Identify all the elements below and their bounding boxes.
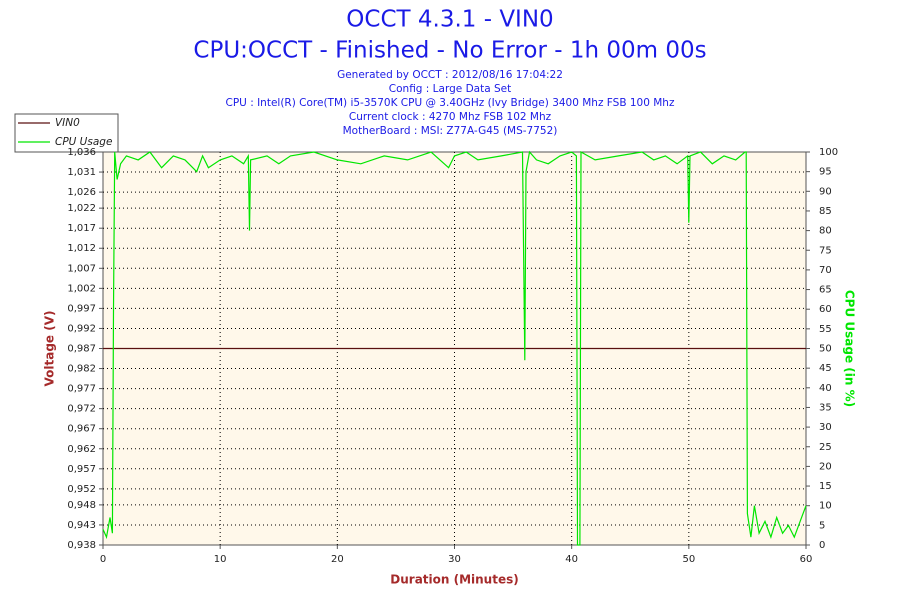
y2-tick-label: 0 [819,540,825,551]
y-tick-label: 0,992 [67,323,96,334]
x-tick-label: 20 [331,554,344,565]
y2-tick-label: 35 [819,402,832,413]
y2-tick-label: 75 [819,245,832,256]
y-tick-label: 0,943 [67,520,96,531]
y2-tick-label: 20 [819,461,832,472]
y-tick-label: 1,012 [67,243,96,254]
y-tick-label: 0,977 [67,384,96,395]
y2-tick-label: 60 [819,304,832,315]
x-tick-label: 40 [565,554,578,565]
legend-box [14,113,119,153]
y2-tick-label: 5 [819,520,825,531]
info-line: CPU : Intel(R) Core(TM) i5-3570K CPU @ 3… [226,97,675,109]
y-tick-label: 0,952 [67,484,96,495]
y2-tick-label: 80 [819,226,832,237]
y-tick-label: 0,957 [67,464,96,475]
y-tick-label: 0,967 [67,424,96,435]
info-line: MotherBoard : MSI: Z77A-G45 (MS-7752) [343,125,558,137]
y2-tick-label: 85 [819,206,832,217]
y-tick-label: 0,997 [67,303,96,314]
y-tick-label: 0,982 [67,364,96,375]
info-line: Generated by OCCT : 2012/08/16 17:04:22 [337,69,563,81]
legend-label: CPU Usage [55,136,112,148]
y2-tick-label: 70 [819,265,832,276]
y-tick-label: 0,938 [67,540,96,551]
y2-tick-label: 90 [819,186,832,197]
info-line: Current clock : 4270 Mhz FSB 102 Mhz [349,111,552,123]
y2-tick-label: 45 [819,363,832,374]
y-tick-label: 0,962 [67,444,96,455]
y2-tick-label: 40 [819,383,832,394]
y-tick-label: 1,017 [67,223,96,234]
y2-tick-label: 50 [819,344,832,355]
y-tick-label: 1,031 [67,167,96,178]
x-axis-label: Duration (Minutes) [390,573,518,587]
y2-tick-label: 25 [819,442,832,453]
y-tick-label: 1,007 [67,263,96,274]
x-tick-label: 30 [448,554,461,565]
y2-tick-label: 55 [819,324,832,335]
y2-tick-label: 30 [819,422,832,433]
y2-tick-label: 65 [819,285,832,296]
chart-title: OCCT 4.3.1 - VIN0 [346,7,553,33]
y-tick-label: 1,026 [67,187,96,198]
info-line: Config : Large Data Set [389,83,511,95]
y2-tick-label: 95 [819,167,832,178]
legend-label: VIN0 [55,117,80,129]
y-tick-label: 1,002 [67,283,96,294]
x-tick-label: 10 [214,554,227,565]
x-tick-label: 50 [682,554,695,565]
y-tick-label: 0,948 [67,500,96,511]
x-tick-label: 0 [100,554,106,565]
y-tick-label: 0,972 [67,404,96,415]
y2-tick-label: 10 [819,501,832,512]
y-tick-label: 1,036 [67,147,96,158]
y-tick-label: 1,022 [67,203,96,214]
series-line [102,150,807,546]
y2-tick-label: 15 [819,481,832,492]
y2-tick-label: 100 [819,147,838,158]
y-tick-label: 0,987 [67,344,96,355]
x-tick-label: 60 [800,554,813,565]
y2-axis-label: CPU Usage (in %) [843,290,857,407]
y-axis-label: Voltage (V) [43,311,57,387]
chart-subtitle: CPU:OCCT - Finished - No Error - 1h 00m … [193,38,706,64]
